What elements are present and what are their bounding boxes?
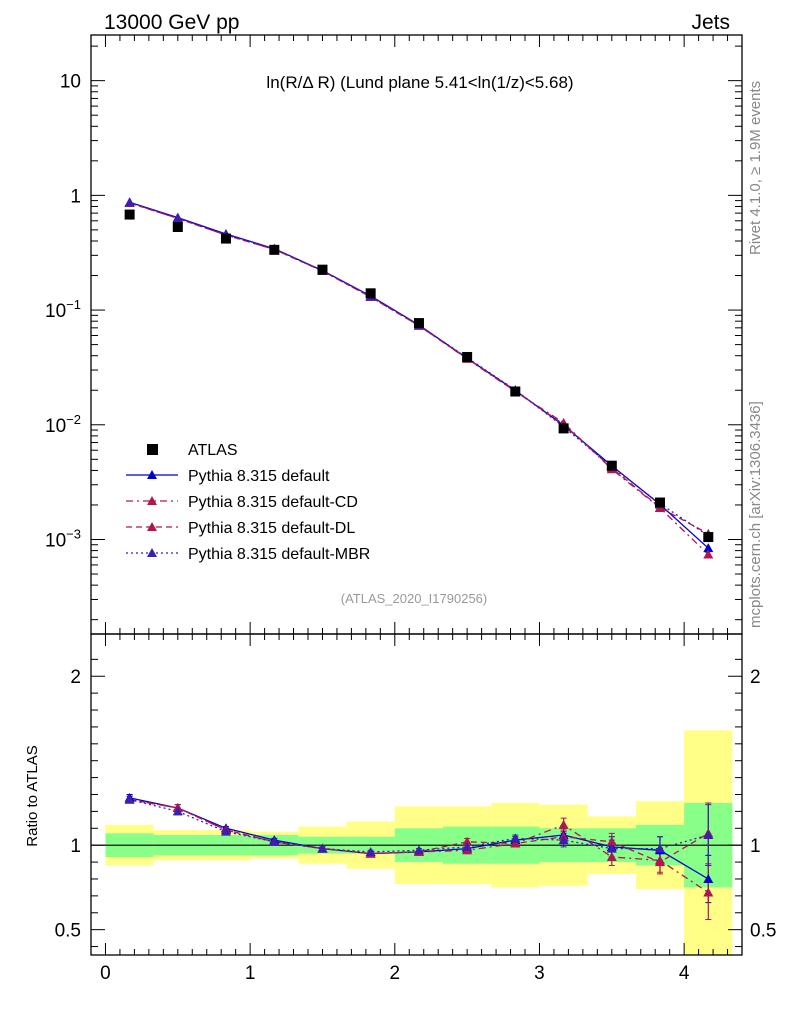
ratio-point xyxy=(462,836,473,846)
ratio-y-tick-label-right: 2 xyxy=(750,667,761,688)
data-point xyxy=(510,386,521,397)
legend-label: Pythia 8.315 default-DL xyxy=(188,520,355,537)
main-plot-frame xyxy=(90,34,743,635)
legend-label: Pythia 8.315 default xyxy=(188,468,330,485)
side-label-mcplots: mcplots.cern.ch [arXiv:1306.3436] xyxy=(747,401,764,628)
analysis-watermark: (ATLAS_2020_I1790256) xyxy=(341,591,487,606)
series-point xyxy=(124,197,135,207)
y-tick-label-exponent: −3 xyxy=(66,526,81,541)
ratio-point xyxy=(317,843,328,853)
legend-data-marker xyxy=(147,444,158,455)
y-tick-label-base: 10 xyxy=(45,416,66,437)
y-tick-label: 10 xyxy=(60,72,81,93)
data-point xyxy=(124,209,135,220)
series-point xyxy=(172,212,183,222)
y-tick-label-exponent: −1 xyxy=(66,297,81,312)
legend-marker xyxy=(147,496,157,505)
ratio-point xyxy=(510,838,521,848)
y-tick-label-base: 10 xyxy=(45,530,66,551)
data-point xyxy=(269,244,280,255)
ratio-point xyxy=(606,843,617,853)
chart-title: ln(R/Δ R) (Lund plane 5.41<ln(1/z)<5.68) xyxy=(266,73,573,92)
data-point xyxy=(703,532,714,543)
ratio-point xyxy=(172,806,183,816)
ratio-point xyxy=(413,845,424,855)
ratio-point xyxy=(654,843,665,853)
data-point xyxy=(606,460,617,471)
ratio-point xyxy=(703,887,714,897)
series-point xyxy=(703,549,714,559)
ratio-point xyxy=(365,846,376,856)
y-tick-label-base: 10 xyxy=(45,301,66,322)
ratio-point xyxy=(558,819,569,829)
header-left-label: 13000 GeV pp xyxy=(104,11,239,34)
ratio-point xyxy=(558,835,569,845)
ratio-point xyxy=(510,833,521,843)
legend-label: Pythia 8.315 default-MBR xyxy=(188,546,370,563)
ratio-point xyxy=(606,836,617,846)
ratio-point xyxy=(703,830,714,840)
ratio-y-axis-label: Ratio to ATLAS xyxy=(24,745,41,846)
legend-label: ATLAS xyxy=(188,442,238,459)
y-tick-label: 1 xyxy=(70,186,81,207)
data-point xyxy=(317,264,328,275)
data-point xyxy=(413,318,424,329)
ratio-y-tick-label-left: 2 xyxy=(70,667,81,688)
series-line-main xyxy=(129,201,709,537)
ratio-y-tick-label-left: 0.5 xyxy=(55,921,81,942)
legend-label: Pythia 8.315 default-CD xyxy=(188,494,358,511)
ratio-point xyxy=(606,852,617,862)
x-tick-label: 1 xyxy=(245,963,256,984)
header-right-label: Jets xyxy=(691,11,730,34)
ratio-point xyxy=(269,836,280,846)
series-point xyxy=(703,543,714,553)
x-tick-label: 2 xyxy=(390,963,401,984)
x-tick-label: 0 xyxy=(100,963,111,984)
ratio-point xyxy=(124,794,135,804)
legend-marker xyxy=(147,548,157,557)
y-tick-label: 10−2 xyxy=(45,412,81,437)
legend-marker xyxy=(147,522,157,531)
data-point xyxy=(654,497,665,508)
ratio-point xyxy=(462,841,473,851)
data-point xyxy=(365,288,376,299)
data-point xyxy=(220,233,231,244)
ratio-point xyxy=(220,826,231,836)
x-tick-label: 4 xyxy=(679,963,690,984)
ratio-y-tick-label-right: 0.5 xyxy=(750,921,776,942)
y-tick-label: 10−3 xyxy=(45,526,81,551)
data-point xyxy=(462,351,473,362)
data-point xyxy=(558,423,569,434)
y-tick-label-exponent: −2 xyxy=(66,412,81,427)
data-point xyxy=(172,221,183,232)
legend-marker xyxy=(147,470,157,479)
x-tick-label: 3 xyxy=(534,963,545,984)
ratio-plot-frame xyxy=(90,633,743,956)
ratio-y-tick-label-right: 1 xyxy=(750,836,761,857)
ratio-point xyxy=(703,873,714,883)
ratio-y-tick-label-left: 1 xyxy=(70,836,81,857)
side-label-rivet: Rivet 4.1.0, ≥ 1.9M events xyxy=(747,81,764,255)
ratio-point xyxy=(654,857,665,867)
y-tick-label: 10−1 xyxy=(45,297,81,322)
